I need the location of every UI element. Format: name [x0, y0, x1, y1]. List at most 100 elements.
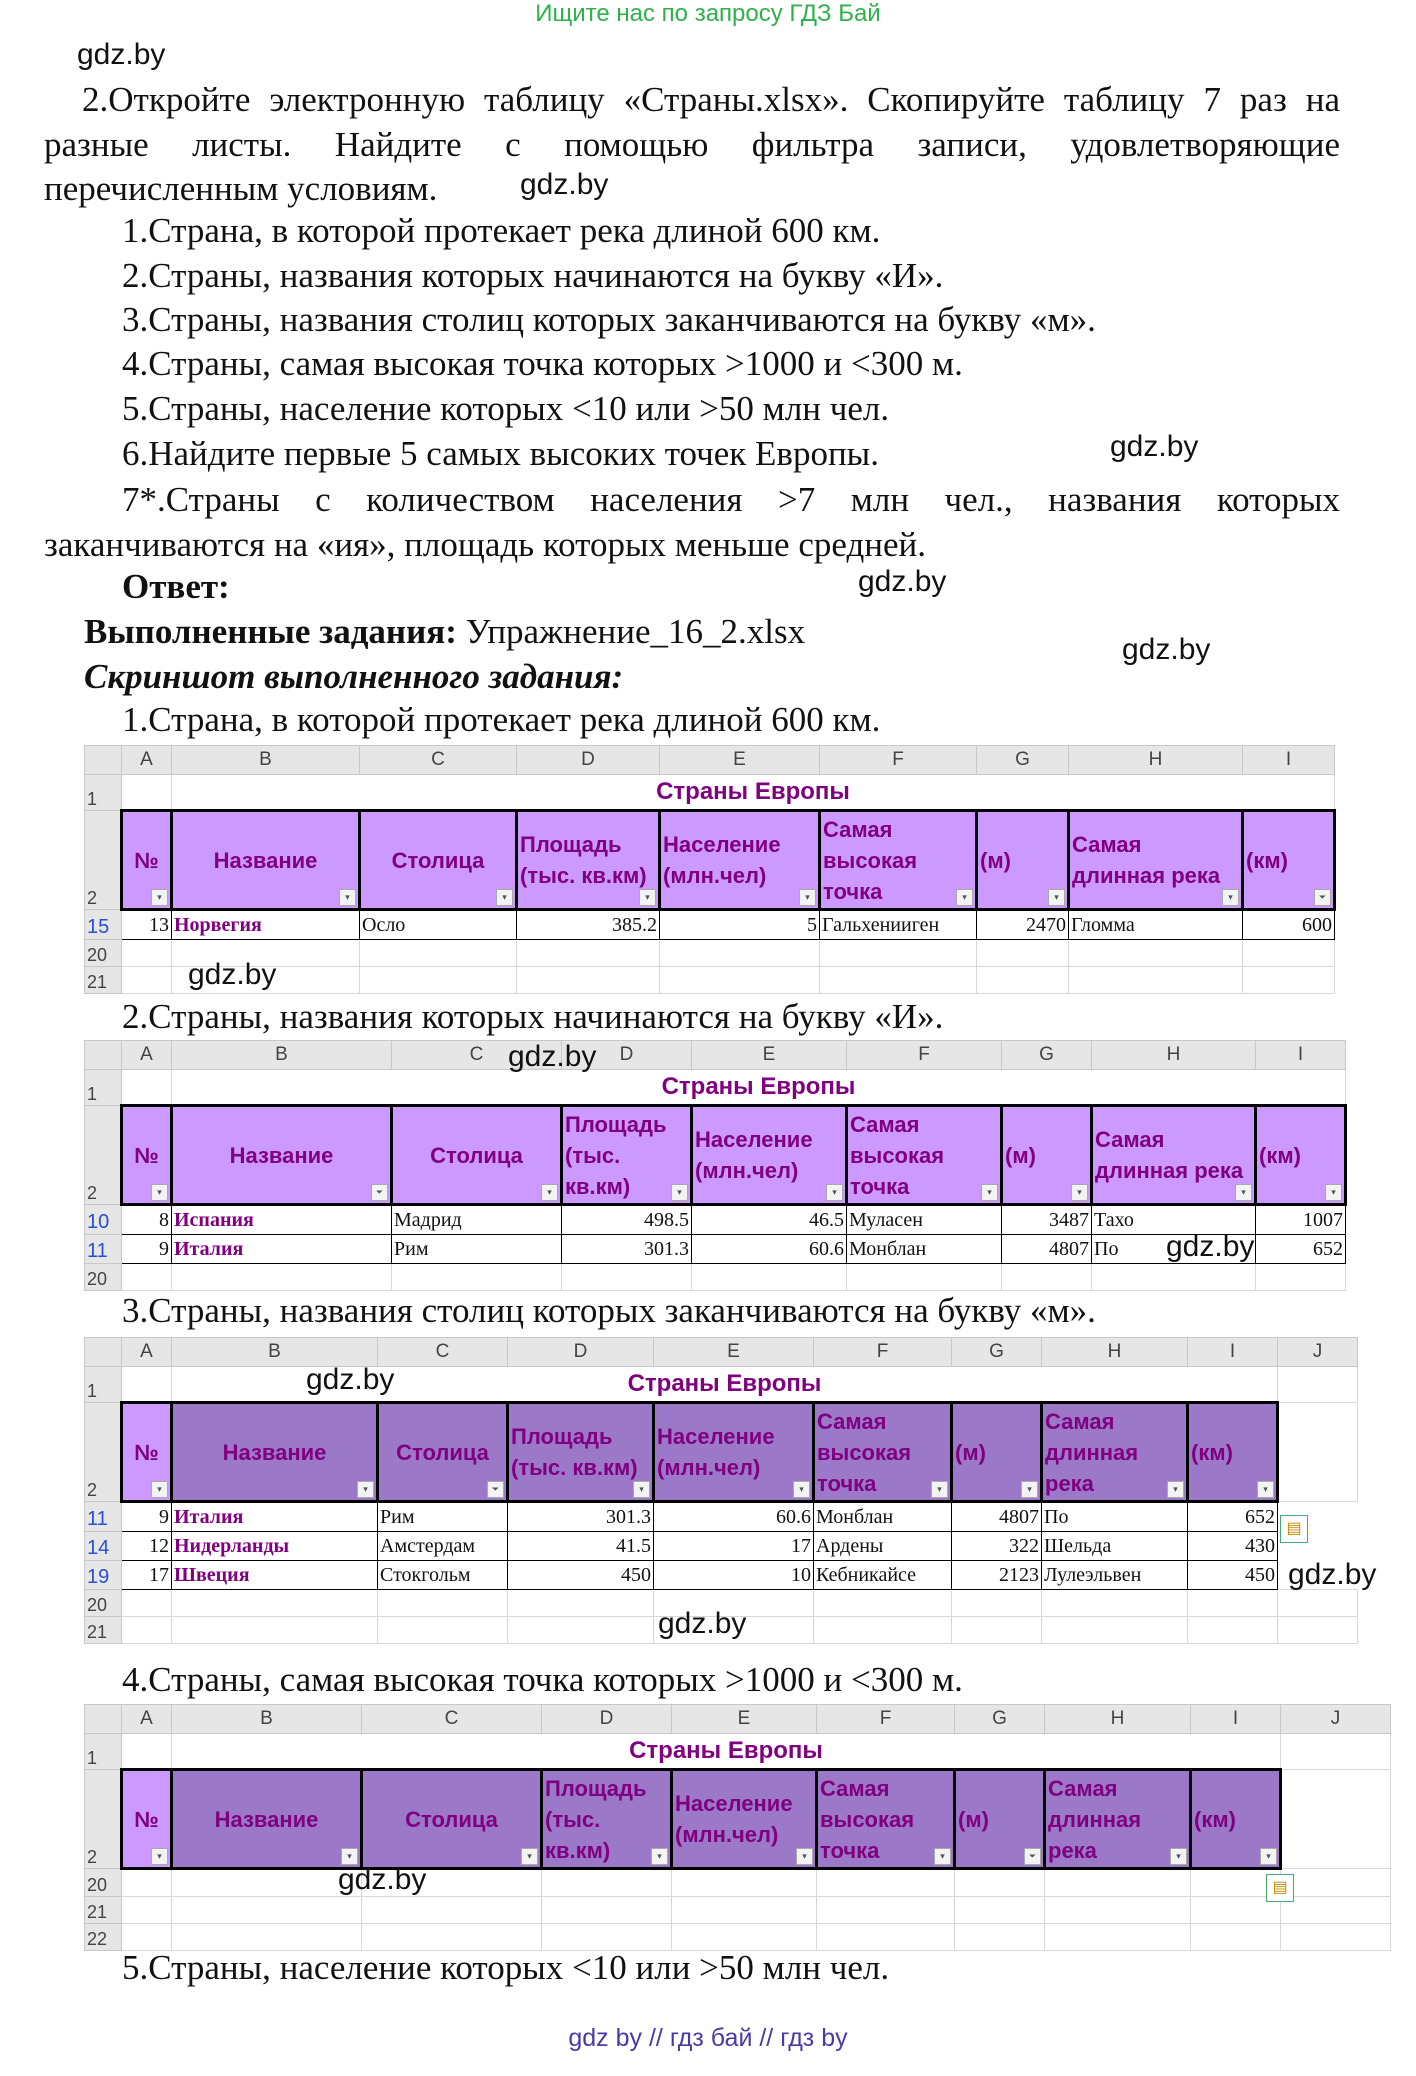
- cell[interactable]: [1068, 939, 1243, 967]
- cell[interactable]: [121, 966, 172, 994]
- select-all-corner[interactable]: [84, 1040, 122, 1070]
- cell[interactable]: [516, 939, 660, 967]
- row-header[interactable]: 15: [84, 909, 122, 940]
- dropdown-arrow-icon[interactable]: ▾: [1048, 889, 1065, 906]
- cell[interactable]: [361, 1896, 542, 1924]
- cell[interactable]: [171, 1923, 362, 1951]
- row-header[interactable]: 1: [84, 1733, 122, 1770]
- cell[interactable]: [1280, 1923, 1391, 1951]
- column-header[interactable]: H: [1068, 745, 1243, 775]
- cell[interactable]: [813, 1616, 952, 1644]
- cell[interactable]: 17: [653, 1531, 814, 1561]
- cell[interactable]: [541, 1868, 672, 1897]
- cell[interactable]: [1044, 1923, 1191, 1951]
- cell[interactable]: [1041, 1616, 1188, 1644]
- cell[interactable]: [377, 1616, 508, 1644]
- column-header[interactable]: E: [691, 1040, 847, 1070]
- cell[interactable]: [171, 1616, 378, 1644]
- column-header[interactable]: D: [561, 1040, 692, 1070]
- cell[interactable]: [121, 1896, 172, 1924]
- cell[interactable]: 10: [653, 1560, 814, 1590]
- cell[interactable]: 17: [121, 1560, 172, 1590]
- row-header[interactable]: 20: [84, 939, 122, 967]
- cell[interactable]: [954, 1896, 1045, 1924]
- column-header[interactable]: B: [171, 1040, 392, 1070]
- cell[interactable]: [1044, 1896, 1191, 1924]
- cell[interactable]: Шельда: [1041, 1531, 1188, 1561]
- cell[interactable]: 4807: [1001, 1234, 1092, 1264]
- column-header[interactable]: D: [541, 1704, 672, 1734]
- column-header[interactable]: F: [846, 1040, 1002, 1070]
- dropdown-arrow-icon[interactable]: ▾: [639, 889, 656, 906]
- cell[interactable]: 60.6: [691, 1234, 847, 1264]
- column-header[interactable]: G: [1001, 1040, 1092, 1070]
- cell[interactable]: Муласен: [846, 1204, 1002, 1235]
- column-header[interactable]: C: [377, 1337, 508, 1367]
- row-header[interactable]: 2: [84, 810, 122, 910]
- dropdown-arrow-icon[interactable]: ▾: [1167, 1481, 1184, 1498]
- cell[interactable]: [671, 1923, 817, 1951]
- column-header[interactable]: A: [121, 1704, 172, 1734]
- cell[interactable]: [846, 1263, 1002, 1291]
- dropdown-arrow-icon[interactable]: ▾: [341, 1848, 358, 1865]
- cell[interactable]: [121, 939, 172, 967]
- column-header[interactable]: D: [516, 745, 660, 775]
- dropdown-arrow-icon[interactable]: ▾: [151, 889, 168, 906]
- cell[interactable]: Гальхенииген: [819, 909, 977, 940]
- cell[interactable]: [359, 966, 517, 994]
- cell[interactable]: Ардены: [813, 1531, 952, 1561]
- funnel-icon[interactable]: ⏷: [487, 1481, 504, 1498]
- dropdown-arrow-icon[interactable]: ▾: [633, 1481, 650, 1498]
- dropdown-arrow-icon[interactable]: ▾: [671, 1184, 688, 1201]
- cell[interactable]: [1190, 1868, 1281, 1897]
- cell[interactable]: [507, 1616, 654, 1644]
- row-header[interactable]: 2: [84, 1402, 122, 1502]
- cell[interactable]: 652: [1255, 1234, 1346, 1264]
- cell[interactable]: [659, 939, 820, 967]
- cell[interactable]: Швеция: [171, 1560, 378, 1590]
- cell[interactable]: [1242, 939, 1335, 967]
- select-all-corner[interactable]: [84, 745, 122, 775]
- column-header[interactable]: A: [121, 1337, 172, 1367]
- cell[interactable]: [561, 1263, 692, 1291]
- cell[interactable]: 2470: [976, 909, 1069, 940]
- dropdown-arrow-icon[interactable]: ▾: [1021, 1481, 1038, 1498]
- dropdown-arrow-icon[interactable]: ▾: [931, 1481, 948, 1498]
- cell[interactable]: 450: [507, 1560, 654, 1590]
- cell[interactable]: [121, 1589, 172, 1617]
- select-all-corner[interactable]: [84, 1704, 122, 1734]
- cell[interactable]: [171, 1896, 362, 1924]
- dropdown-arrow-icon[interactable]: ▾: [1257, 1481, 1274, 1498]
- column-header[interactable]: G: [976, 745, 1069, 775]
- cell[interactable]: [1044, 1868, 1191, 1897]
- cell[interactable]: [171, 1868, 362, 1897]
- cell[interactable]: Нидерланды: [171, 1531, 378, 1561]
- dropdown-arrow-icon[interactable]: ▾: [796, 1848, 813, 1865]
- row-header[interactable]: 1: [84, 1366, 122, 1403]
- cell[interactable]: [391, 1263, 562, 1291]
- column-header[interactable]: E: [653, 1337, 814, 1367]
- cell[interactable]: 5: [659, 909, 820, 940]
- cell[interactable]: [1187, 1616, 1278, 1644]
- cell[interactable]: [816, 1868, 955, 1897]
- cell[interactable]: Амстердам: [377, 1531, 508, 1561]
- cell[interactable]: [361, 1923, 542, 1951]
- cell[interactable]: [816, 1923, 955, 1951]
- cell[interactable]: Монблан: [846, 1234, 1002, 1264]
- footer-links[interactable]: gdz by // гдз бай // гдз by: [568, 2024, 848, 2052]
- cell[interactable]: Рим: [391, 1234, 562, 1264]
- dropdown-arrow-icon[interactable]: ▾: [1222, 889, 1239, 906]
- paste-options-icon[interactable]: ▤: [1280, 1515, 1308, 1543]
- column-header[interactable]: G: [954, 1704, 1045, 1734]
- cell[interactable]: [954, 1923, 1045, 1951]
- column-header[interactable]: C: [359, 745, 517, 775]
- row-header[interactable]: 2: [84, 1105, 122, 1205]
- cell[interactable]: 60.6: [653, 1501, 814, 1532]
- cell[interactable]: 652: [1187, 1501, 1278, 1532]
- row-header[interactable]: 10: [84, 1204, 122, 1235]
- cell[interactable]: 9: [121, 1501, 172, 1532]
- dropdown-arrow-icon[interactable]: ▾: [357, 1481, 374, 1498]
- dropdown-arrow-icon[interactable]: ▾: [799, 889, 816, 906]
- cell[interactable]: [819, 939, 977, 967]
- row-header[interactable]: 11: [84, 1501, 122, 1532]
